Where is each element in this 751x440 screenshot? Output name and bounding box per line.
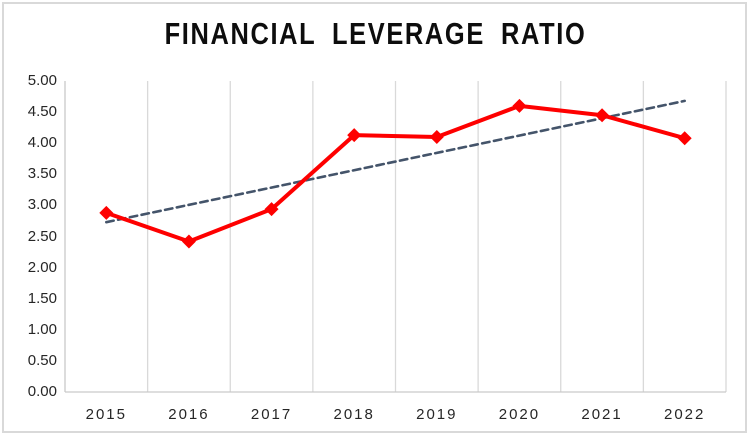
y-tick-label: 5.00 xyxy=(27,72,57,89)
y-tick-label: 4.00 xyxy=(27,134,57,152)
x-tick-label: 2022 xyxy=(664,406,706,423)
data-point-marker-2019 xyxy=(429,129,444,144)
x-tick-label: 2016 xyxy=(168,406,210,423)
data-point-marker-2016 xyxy=(181,234,196,249)
x-tick-label: 2015 xyxy=(85,406,127,423)
y-tick-label: 2.50 xyxy=(27,227,57,245)
chart-title: FINANCIAL LEVERAGE RATIO xyxy=(164,16,587,51)
data-point-marker-2021 xyxy=(595,108,610,123)
y-tick-label: 0.50 xyxy=(27,351,57,369)
x-tick-label: 2017 xyxy=(250,406,293,423)
x-tick-label: 2018 xyxy=(333,406,375,423)
y-tick-label: 1.00 xyxy=(27,320,57,338)
trendline xyxy=(105,99,686,224)
y-tick-label: 4.50 xyxy=(27,103,57,121)
y-tick-label: 2.00 xyxy=(27,258,57,276)
x-tick-label: 2021 xyxy=(581,406,623,423)
series-line xyxy=(104,103,687,244)
data-point-marker-2018 xyxy=(347,128,362,143)
y-tick-label: 3.00 xyxy=(27,196,57,214)
data-point-marker-2017 xyxy=(264,202,279,217)
data-point-marker-2015 xyxy=(99,205,114,220)
data-point-marker-2020 xyxy=(512,98,527,113)
x-tick-label: 2020 xyxy=(498,406,541,423)
data-point-marker-2022 xyxy=(677,131,692,146)
x-tick-label: 2019 xyxy=(416,406,458,423)
y-tick-label: 1.50 xyxy=(27,289,57,307)
y-tick-label: 3.50 xyxy=(27,165,57,183)
y-tick-label: 0.00 xyxy=(27,383,57,400)
